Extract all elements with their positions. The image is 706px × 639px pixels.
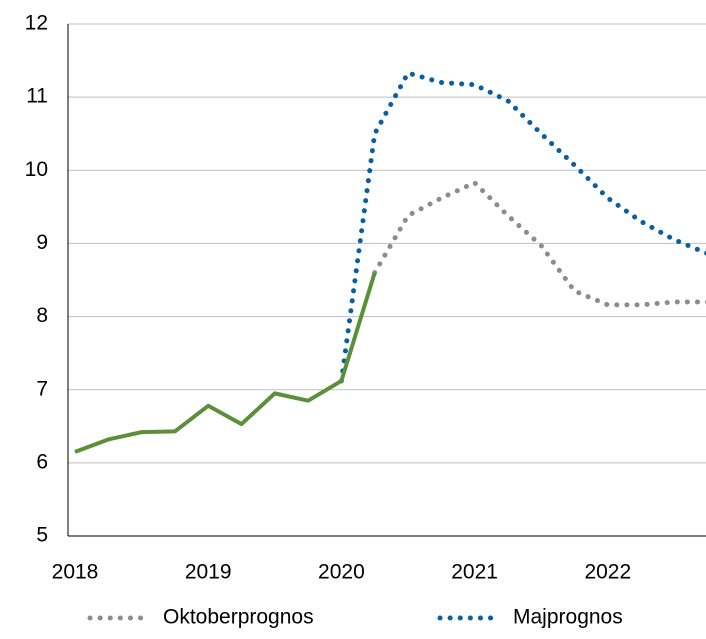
x-tick-label: 2022 <box>584 561 631 584</box>
y-tick-label: 11 <box>26 85 48 108</box>
series-line <box>372 179 706 308</box>
legend-label: Oktoberprognos <box>163 606 314 629</box>
x-tick-label: 2020 <box>318 561 365 584</box>
y-tick-label: 6 <box>36 450 48 473</box>
y-tick-label: 7 <box>36 377 48 400</box>
y-tick-label: 5 <box>36 524 48 547</box>
legend-label: Majprognos <box>513 606 623 629</box>
series-line <box>74 272 377 454</box>
x-tick-label: 2018 <box>52 561 99 584</box>
y-tick-label: 10 <box>25 158 48 181</box>
y-tick-label: 8 <box>36 304 48 327</box>
y-tick-label: 9 <box>36 231 48 254</box>
x-tick-label: 2021 <box>451 561 498 584</box>
series-line <box>338 70 706 384</box>
x-tick-label: 2019 <box>185 561 232 584</box>
y-tick-label: 12 <box>25 12 48 35</box>
